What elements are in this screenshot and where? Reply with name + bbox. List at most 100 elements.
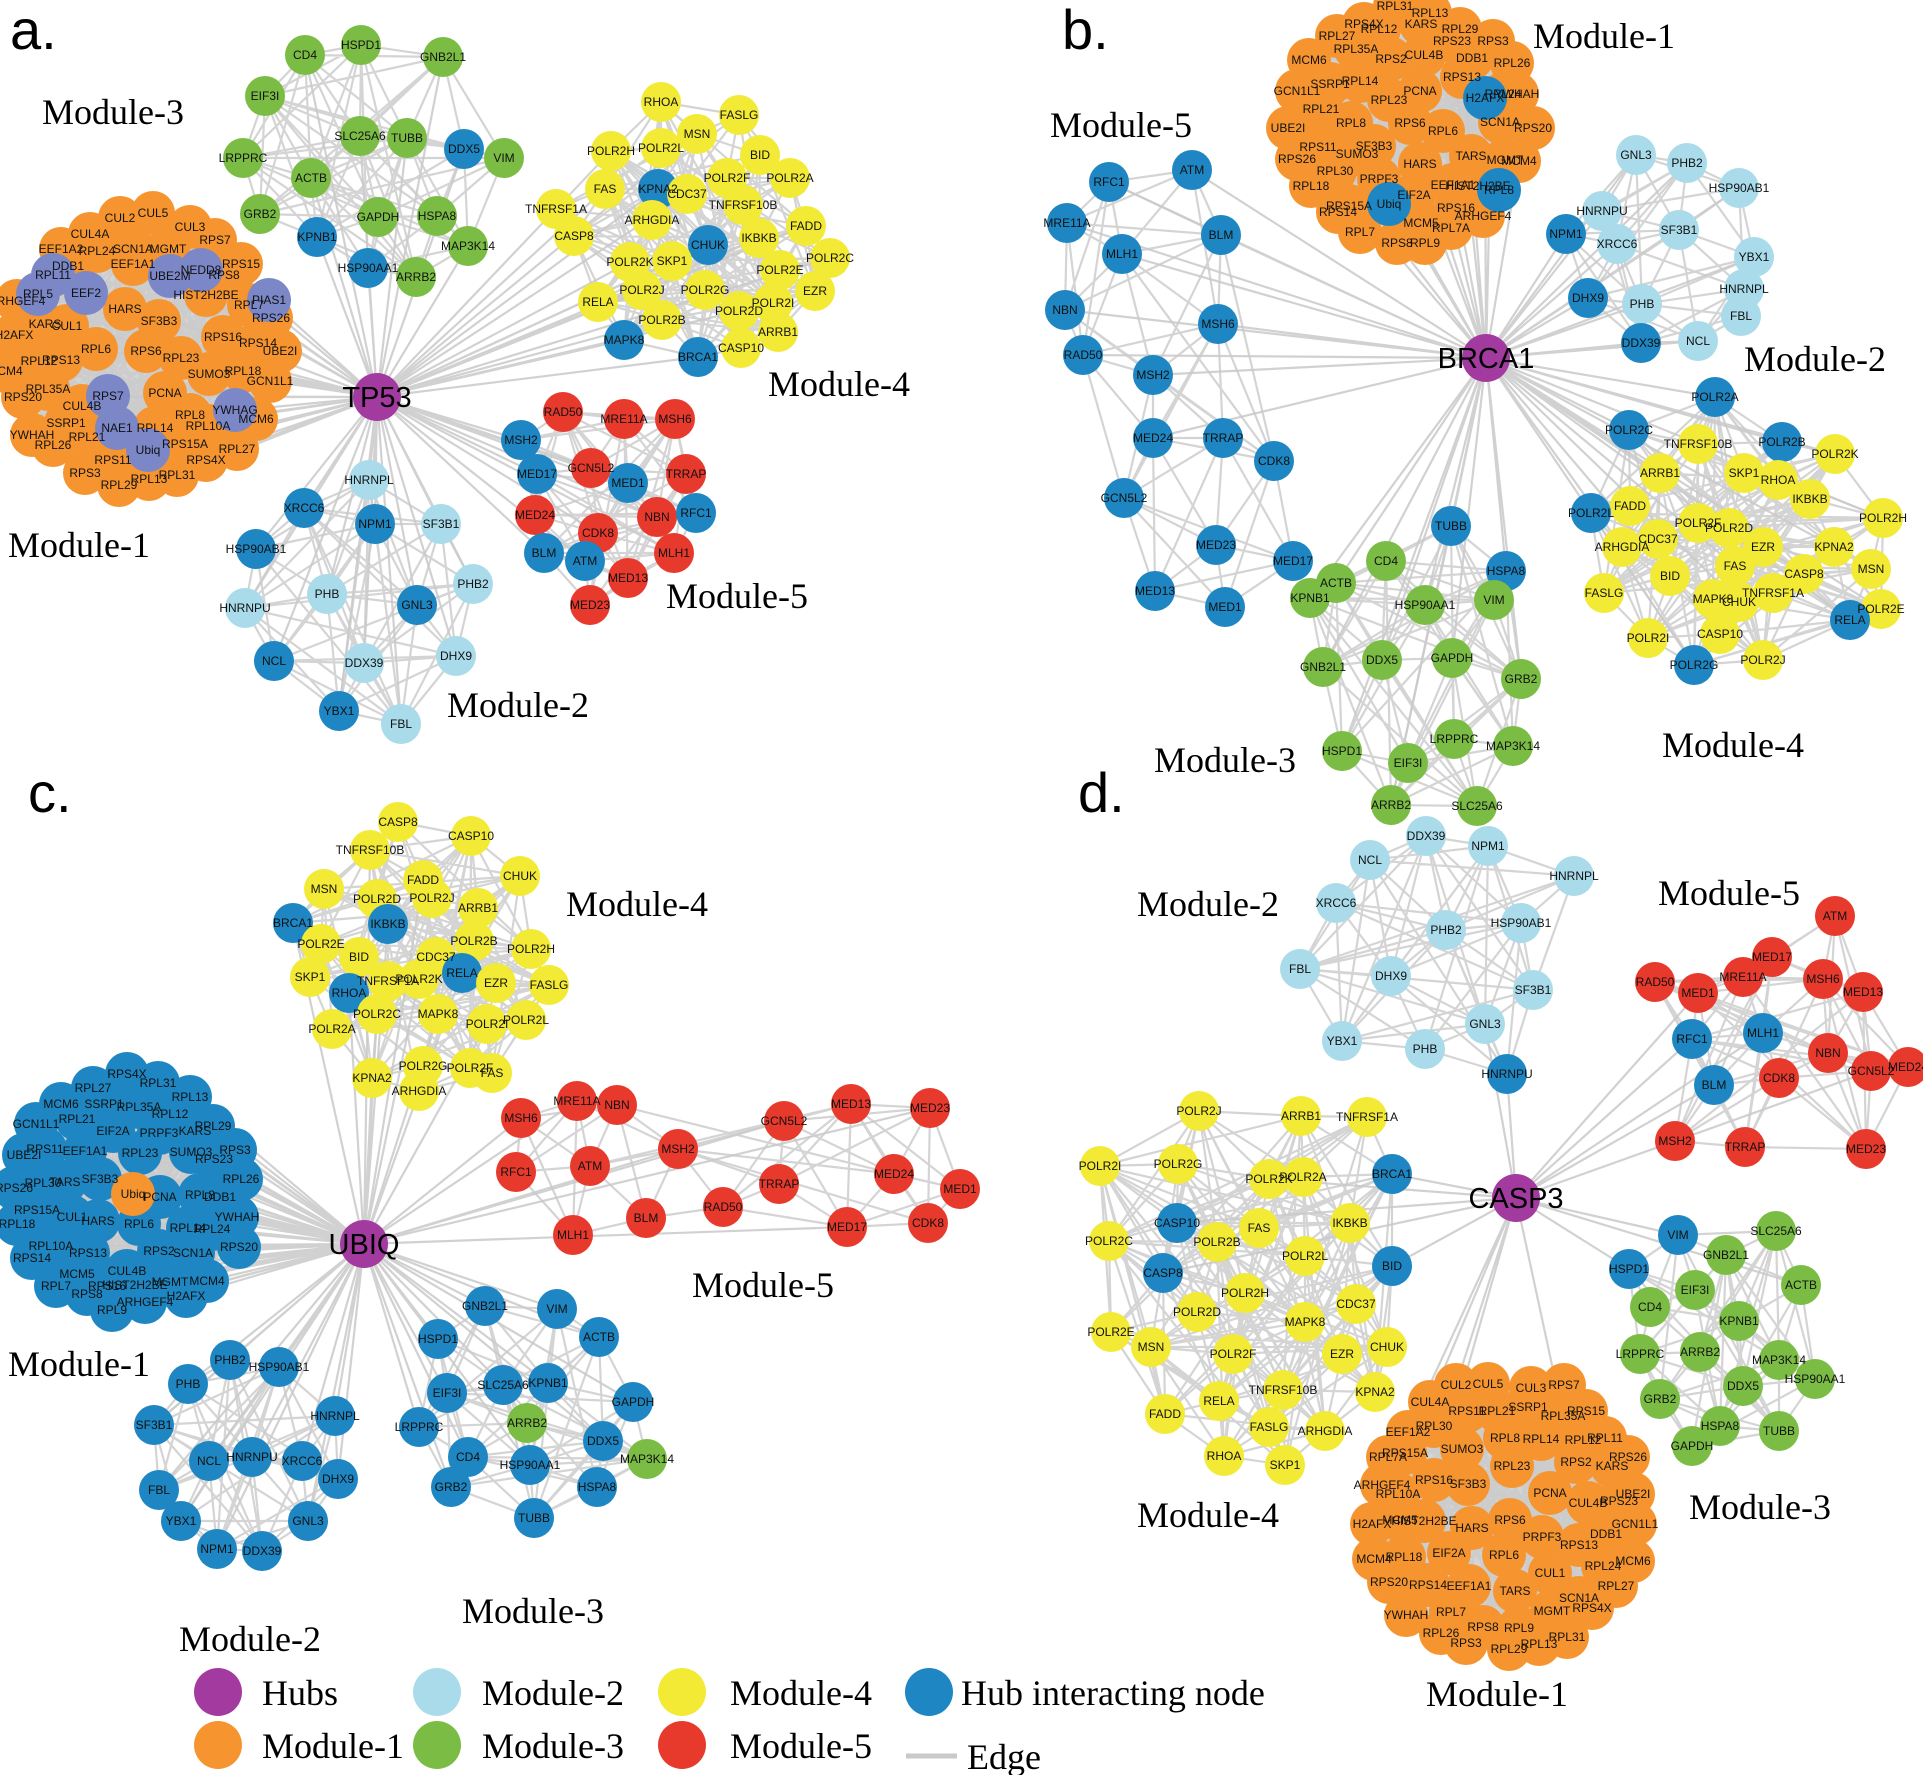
svg-text:IKBKB: IKBKB: [370, 917, 405, 931]
svg-text:POLR2L: POLR2L: [1568, 506, 1614, 520]
svg-text:RPL31: RPL31: [1377, 0, 1414, 13]
svg-text:SUMO3: SUMO3: [170, 1145, 213, 1159]
svg-text:TNFRSF1A: TNFRSF1A: [1742, 586, 1804, 600]
svg-text:MED23: MED23: [910, 1101, 950, 1115]
svg-text:YWHAH: YWHAH: [1384, 1608, 1429, 1622]
svg-text:TARS: TARS: [1455, 149, 1486, 163]
svg-text:MLH1: MLH1: [1747, 1026, 1779, 1040]
svg-text:TNFRSF10B: TNFRSF10B: [336, 843, 405, 857]
svg-text:ARRB1: ARRB1: [758, 325, 798, 339]
svg-text:BLM: BLM: [532, 546, 557, 560]
svg-text:CASP10: CASP10: [448, 829, 494, 843]
svg-text:RPS26: RPS26: [1278, 152, 1316, 166]
svg-text:ATM: ATM: [573, 554, 597, 568]
svg-text:GNL3: GNL3: [1620, 148, 1652, 162]
svg-text:RFC1: RFC1: [1093, 175, 1125, 189]
svg-text:TNFRSF10B: TNFRSF10B: [1664, 437, 1733, 451]
svg-text:MCM6: MCM6: [1615, 1554, 1651, 1568]
svg-text:EIF3I: EIF3I: [1681, 1283, 1710, 1297]
svg-text:MSN: MSN: [1138, 1340, 1165, 1354]
svg-text:SCN1A: SCN1A: [1480, 115, 1520, 129]
svg-text:POLR2J: POLR2J: [1740, 653, 1785, 667]
svg-text:CASP8: CASP8: [378, 815, 418, 829]
svg-text:RPL18: RPL18: [225, 364, 262, 378]
svg-text:RPL11: RPL11: [35, 268, 71, 282]
svg-text:POLR2E: POLR2E: [297, 937, 344, 951]
svg-text:RPS15A: RPS15A: [14, 1203, 60, 1217]
svg-text:SF3B1: SF3B1: [136, 1418, 173, 1432]
svg-text:KARS: KARS: [29, 317, 62, 331]
svg-text:CD4: CD4: [456, 1450, 480, 1464]
svg-text:Module-2: Module-2: [179, 1619, 321, 1659]
svg-text:SF3B1: SF3B1: [423, 517, 460, 531]
svg-text:VIM: VIM: [1483, 593, 1504, 607]
svg-text:DDX39: DDX39: [345, 656, 384, 670]
svg-text:NBN: NBN: [604, 1098, 629, 1112]
svg-text:RPL31: RPL31: [140, 1076, 177, 1090]
svg-text:MSN: MSN: [684, 127, 711, 141]
svg-text:RPL12: RPL12: [1565, 1433, 1602, 1447]
svg-text:RPL8: RPL8: [185, 1188, 215, 1202]
svg-text:POLR2D: POLR2D: [1173, 1305, 1221, 1319]
svg-text:SKP1: SKP1: [657, 254, 688, 268]
svg-text:CUL5: CUL5: [1473, 1377, 1504, 1391]
svg-text:EZR: EZR: [1751, 540, 1775, 554]
svg-text:MAP3K14: MAP3K14: [620, 1452, 674, 1466]
svg-text:RFC1: RFC1: [1676, 1032, 1708, 1046]
svg-text:HSP90AB1: HSP90AB1: [1491, 916, 1552, 930]
svg-text:RPL13: RPL13: [1521, 1637, 1558, 1651]
svg-text:BRCA1: BRCA1: [1372, 1167, 1412, 1181]
svg-text:TP53: TP53: [342, 382, 411, 414]
svg-text:DDX39: DDX39: [243, 1544, 282, 1558]
svg-text:RPS4X: RPS4X: [1572, 1601, 1611, 1615]
svg-text:Module-4: Module-4: [768, 364, 910, 404]
svg-text:RPS6: RPS6: [130, 344, 162, 358]
svg-text:CUL1: CUL1: [57, 1210, 88, 1224]
svg-text:RPS20: RPS20: [4, 390, 42, 404]
svg-text:RELA: RELA: [1834, 613, 1865, 627]
svg-text:CUL4B: CUL4B: [108, 1264, 147, 1278]
svg-text:ARHGEF4: ARHGEF4: [1455, 209, 1512, 223]
svg-text:RPL27: RPL27: [1319, 29, 1356, 43]
svg-text:POLR2A: POLR2A: [766, 171, 813, 185]
svg-text:RPL6: RPL6: [124, 1217, 154, 1231]
svg-text:SSRP1: SSRP1: [84, 1097, 124, 1111]
svg-text:TNFRSF1A: TNFRSF1A: [525, 202, 587, 216]
svg-text:POLR2D: POLR2D: [1705, 521, 1753, 535]
svg-text:RPS16: RPS16: [204, 330, 242, 344]
svg-text:HSPD1: HSPD1: [1609, 1262, 1649, 1276]
svg-text:RPL35A: RPL35A: [1334, 42, 1379, 56]
svg-text:MED1: MED1: [1208, 600, 1242, 614]
svg-text:RPL23: RPL23: [163, 351, 200, 365]
svg-text:ARRB1: ARRB1: [458, 901, 498, 915]
svg-text:GCN5L2: GCN5L2: [1101, 491, 1148, 505]
svg-text:MCM6: MCM6: [43, 1097, 79, 1111]
svg-text:MED13: MED13: [1135, 584, 1175, 598]
svg-text:RPL10A: RPL10A: [29, 1239, 74, 1253]
svg-text:RPL8: RPL8: [1484, 183, 1514, 197]
svg-text:TRRAP: TRRAP: [1203, 431, 1244, 445]
svg-text:MGMT: MGMT: [1534, 1604, 1571, 1618]
svg-text:MLH1: MLH1: [658, 546, 690, 560]
svg-text:RPL24: RPL24: [194, 1222, 231, 1236]
svg-text:POLR2K: POLR2K: [395, 972, 442, 986]
svg-text:MAP3K14: MAP3K14: [441, 239, 495, 253]
svg-text:ACTB: ACTB: [295, 171, 327, 185]
svg-text:POLR2H: POLR2H: [587, 144, 635, 158]
svg-text:Module-4: Module-4: [1137, 1495, 1279, 1535]
svg-text:FASLG: FASLG: [1585, 586, 1624, 600]
svg-text:CUL3: CUL3: [1516, 1381, 1547, 1395]
svg-text:MSH6: MSH6: [1806, 972, 1840, 986]
svg-text:POLR2E: POLR2E: [1857, 602, 1904, 616]
svg-text:MSH2: MSH2: [1658, 1134, 1692, 1148]
svg-text:TARS: TARS: [1499, 1584, 1530, 1598]
svg-text:RPL35A: RPL35A: [26, 382, 71, 396]
svg-text:RPS20: RPS20: [1514, 121, 1552, 135]
svg-text:MAPK8: MAPK8: [604, 333, 645, 347]
svg-text:RPL6: RPL6: [81, 342, 111, 356]
svg-text:EZR: EZR: [1330, 1347, 1354, 1361]
svg-text:RPL27: RPL27: [219, 442, 256, 456]
svg-text:UBE2I: UBE2I: [1271, 121, 1306, 135]
svg-text:IKBKB: IKBKB: [741, 231, 776, 245]
svg-text:SUMO3: SUMO3: [1441, 1442, 1484, 1456]
